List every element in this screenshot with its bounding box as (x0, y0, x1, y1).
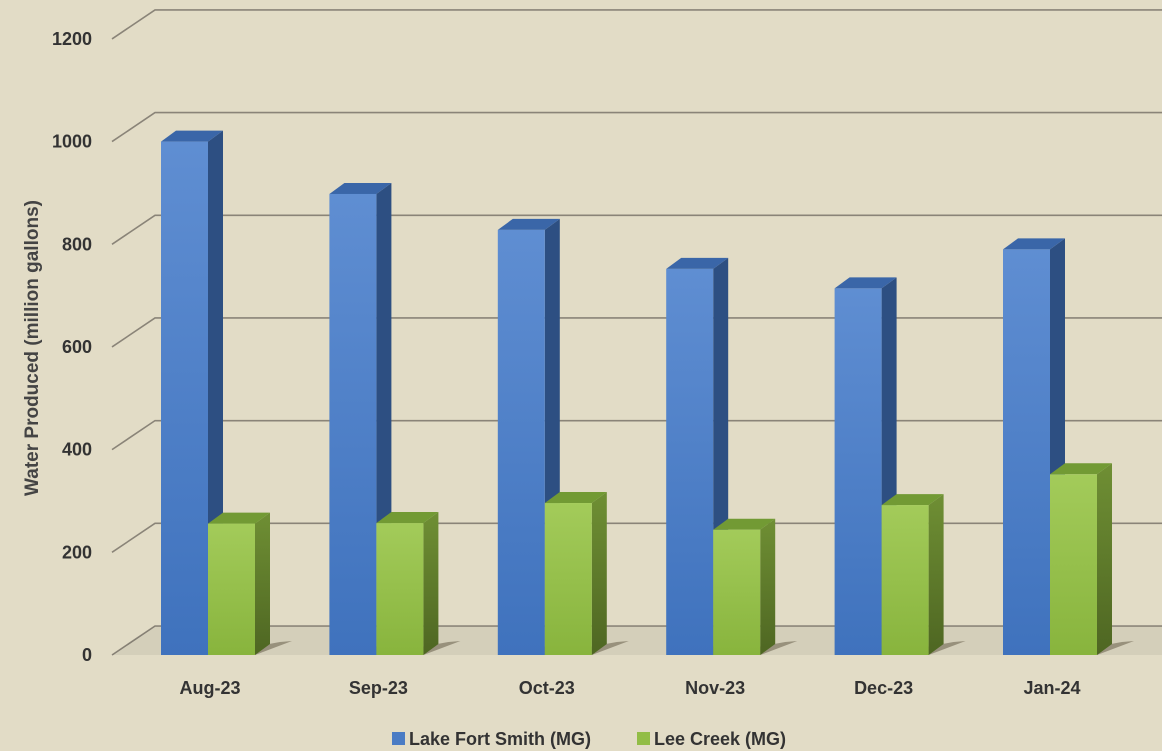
x-axis: Aug-23 Sep-23 Oct-23 Nov-23 Dec-23 Jan-24 (179, 678, 1080, 698)
bar-side (591, 492, 607, 655)
bar-top (881, 494, 944, 506)
gridline (111, 317, 1162, 348)
legend-swatch (392, 732, 405, 745)
bar-top (713, 518, 776, 530)
gridline (111, 9, 1162, 40)
y-tick-label: 1200 (52, 29, 92, 49)
bar-lee-creek (881, 505, 929, 655)
x-tick-label: Jan-24 (1023, 678, 1080, 698)
bar-lee-creek (713, 529, 761, 655)
bar-top (208, 512, 270, 524)
bar-top (544, 492, 607, 504)
bar-top (161, 130, 223, 142)
gridline (111, 522, 1162, 553)
bar-lake-fort-smith (666, 268, 714, 655)
gridline (111, 419, 1162, 451)
bar-lake-fort-smith (1003, 249, 1050, 655)
bar-top (834, 277, 897, 289)
bar-top (497, 218, 560, 230)
bar-lee-creek (376, 523, 424, 655)
legend-label: Lake Fort Smith (MG) (409, 729, 591, 749)
bar-top (1003, 238, 1065, 250)
y-tick-label: 800 (62, 234, 92, 254)
bars (161, 130, 1134, 656)
y-axis-title: Water Produced (million gallons) (22, 200, 43, 496)
x-tick-label: Aug-23 (179, 678, 240, 698)
y-tick-label: 1000 (52, 132, 92, 152)
x-tick-label: Dec-23 (854, 678, 913, 698)
y-tick-label: 200 (62, 542, 92, 562)
y-tick-label: 600 (62, 337, 92, 357)
bar-top (1050, 463, 1112, 475)
bar-lake-fort-smith (834, 288, 882, 655)
bar-lee-creek (208, 523, 255, 655)
bar-top (329, 182, 392, 194)
bar-lake-fort-smith (497, 229, 545, 656)
bar-top (376, 512, 439, 524)
gridline (111, 214, 1162, 245)
bar-lee-creek (544, 503, 592, 655)
x-tick-label: Oct-23 (519, 678, 575, 698)
bar-side (760, 518, 776, 655)
bar-side (423, 512, 439, 655)
x-tick-label: Sep-23 (349, 678, 408, 698)
bar-lake-fort-smith (329, 193, 377, 655)
bar-side (255, 512, 270, 655)
y-tick-label: 0 (82, 645, 92, 665)
gridline (111, 625, 1162, 656)
bar-side (928, 494, 944, 655)
y-axis: 0 200 400 600 800 1000 1200 (52, 29, 92, 665)
gridline (111, 111, 1162, 143)
x-tick-label: Nov-23 (685, 678, 745, 698)
y-tick-label: 400 (62, 440, 92, 460)
bar-lee-creek (1050, 474, 1097, 655)
legend: Lake Fort Smith (MG) Lee Creek (MG) (392, 729, 786, 749)
bar-top (666, 257, 729, 269)
bar-lake-fort-smith (161, 141, 208, 656)
legend-swatch (637, 732, 650, 745)
bar-side (1097, 463, 1112, 655)
legend-label: Lee Creek (MG) (654, 729, 786, 749)
